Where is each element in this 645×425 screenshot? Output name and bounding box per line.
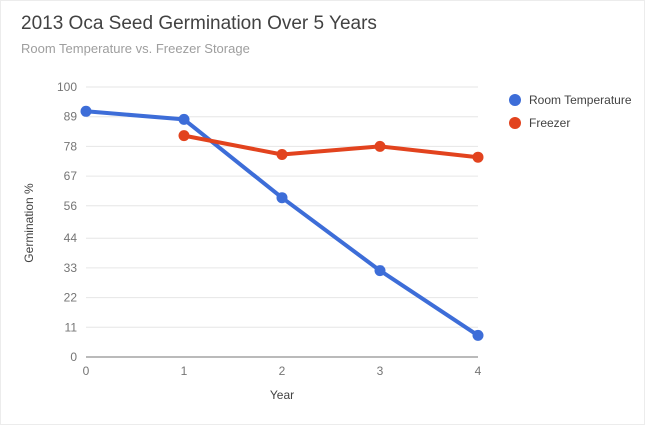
y-tick-label: 78 [64,139,78,153]
series-line-room-temperature[interactable] [84,109,480,338]
data-point-room-temperature-x3[interactable] [374,265,386,277]
series-line-freezer[interactable] [182,133,480,160]
y-tick-label: 67 [64,169,78,183]
y-tick-label: 44 [64,231,78,245]
legend-label-freezer: Freezer [529,116,571,130]
x-tick-label: 1 [181,364,188,378]
y-tick-label: 33 [64,261,78,275]
legend-item-room-temperature[interactable]: Room Temperature [509,93,632,107]
chart-title: 2013 Oca Seed Germination Over 5 Years [21,13,377,34]
y-tick-label: 100 [57,80,77,94]
y-tick-label: 56 [64,199,78,213]
data-point-room-temperature-x1[interactable] [178,113,190,125]
data-point-freezer-x2[interactable] [276,149,288,160]
data-point-room-temperature-x4[interactable] [472,329,484,341]
y-tick-label: 0 [70,350,77,364]
legend-item-freezer[interactable]: Freezer [509,116,632,130]
x-axis-title: Year [269,388,295,402]
data-point-room-temperature-x0[interactable] [80,105,92,117]
y-axis-title: Germination % [22,183,36,263]
legend: Room Temperature Freezer [509,93,632,139]
data-point-freezer-x3[interactable] [374,140,386,152]
data-point-freezer-x4[interactable] [472,151,484,163]
x-tick-label: 3 [377,364,384,378]
legend-label-room-temperature: Room Temperature [529,93,632,107]
data-point-room-temperature-x2[interactable] [276,192,288,204]
y-tick-label: 89 [64,110,78,124]
x-tick-label: 0 [83,364,90,378]
room-temperature-series-swatch-icon [509,94,521,106]
x-tick-label: 4 [475,364,482,378]
x-tick-label: 2 [279,364,286,378]
y-tick-label: 11 [65,320,78,334]
y-tick-label: 22 [64,291,78,305]
chart-subtitle: Room Temperature vs. Freezer Storage [21,41,250,56]
freezer-series-swatch-icon [509,117,521,129]
data-point-freezer-x1[interactable] [178,130,190,142]
